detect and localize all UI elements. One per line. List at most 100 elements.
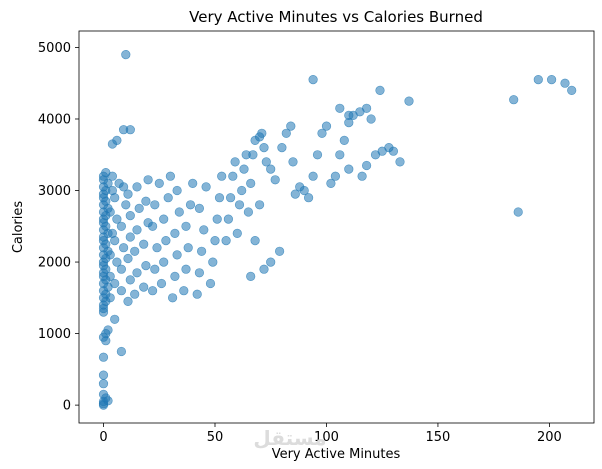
data-point (226, 193, 236, 203)
data-points (98, 49, 577, 410)
data-point (237, 185, 247, 196)
data-point (270, 175, 280, 185)
data-point (194, 268, 204, 278)
data-point (139, 282, 149, 292)
data-point (290, 189, 300, 199)
y-tick-label: 1000 (38, 327, 71, 342)
data-point (259, 264, 269, 274)
data-point (121, 49, 131, 60)
data-point (116, 346, 126, 357)
data-point (105, 250, 115, 260)
data-point (170, 271, 180, 282)
x-axis-label: Very Active Minutes (272, 447, 401, 462)
data-point (286, 121, 296, 131)
y-tick-label: 0 (63, 399, 71, 414)
data-point (513, 207, 523, 217)
data-point (321, 121, 332, 131)
x-tick-label: 150 (426, 430, 451, 445)
data-point (112, 214, 122, 224)
data-point (335, 103, 345, 113)
data-point (212, 214, 222, 224)
y-tick-label: 2000 (38, 256, 71, 271)
data-point (103, 396, 113, 406)
data-point (194, 203, 204, 213)
data-point (299, 185, 309, 196)
data-point (174, 207, 184, 217)
data-point (234, 200, 245, 210)
data-point (152, 243, 162, 253)
data-point (205, 278, 216, 289)
data-point (123, 253, 133, 264)
data-point (110, 278, 120, 289)
data-point (308, 74, 318, 85)
data-point (255, 200, 265, 210)
watermark-text: مستقل (253, 426, 326, 450)
data-point (261, 157, 271, 167)
data-point (199, 225, 209, 235)
data-point (257, 128, 267, 138)
data-point (533, 74, 543, 85)
data-point (165, 171, 175, 181)
data-point (288, 157, 298, 167)
data-point (118, 125, 129, 135)
data-point (357, 171, 367, 181)
data-point (130, 246, 140, 256)
data-point (103, 325, 113, 335)
y-axis-label: Calories (11, 201, 26, 254)
data-point (344, 164, 354, 174)
data-point (141, 196, 151, 206)
data-point (150, 200, 160, 210)
data-point (172, 185, 182, 196)
data-point (107, 139, 117, 149)
data-point (105, 293, 115, 303)
data-point (335, 150, 345, 160)
data-point (232, 228, 242, 238)
data-point (116, 264, 126, 274)
data-point (105, 207, 115, 217)
data-point (362, 103, 372, 113)
data-point (217, 171, 227, 181)
data-point (123, 296, 133, 307)
data-point (243, 207, 253, 217)
data-point (509, 95, 519, 105)
data-point (208, 257, 218, 267)
data-point (107, 171, 117, 181)
data-point (125, 275, 135, 285)
x-tick-label: 200 (537, 430, 562, 445)
data-point (181, 221, 191, 231)
data-point (159, 214, 169, 224)
data-point (183, 243, 193, 253)
data-point (185, 200, 196, 210)
data-point (168, 293, 178, 303)
x-tick-label: 0 (99, 430, 107, 445)
y-tick-label: 4000 (38, 112, 71, 127)
data-point (266, 164, 276, 174)
data-point (150, 264, 160, 274)
data-point (130, 289, 140, 299)
data-point (159, 257, 169, 267)
data-point (132, 182, 142, 192)
data-point (366, 114, 376, 124)
data-point (395, 157, 405, 167)
data-point (281, 128, 291, 138)
data-point (266, 257, 276, 267)
data-point (201, 182, 211, 192)
data-point (156, 278, 167, 289)
data-point (246, 178, 256, 188)
data-point (116, 286, 126, 296)
data-point (110, 314, 120, 324)
data-point (560, 78, 570, 88)
x-tick-label: 50 (207, 430, 224, 445)
data-point (567, 85, 577, 95)
data-point (230, 157, 240, 167)
data-point (188, 178, 198, 188)
data-point (362, 160, 372, 171)
data-point (277, 143, 287, 153)
data-point (98, 370, 109, 380)
data-point (163, 193, 173, 203)
data-point (125, 211, 135, 221)
data-point (116, 221, 126, 231)
data-point (312, 150, 323, 160)
data-point (388, 146, 399, 156)
